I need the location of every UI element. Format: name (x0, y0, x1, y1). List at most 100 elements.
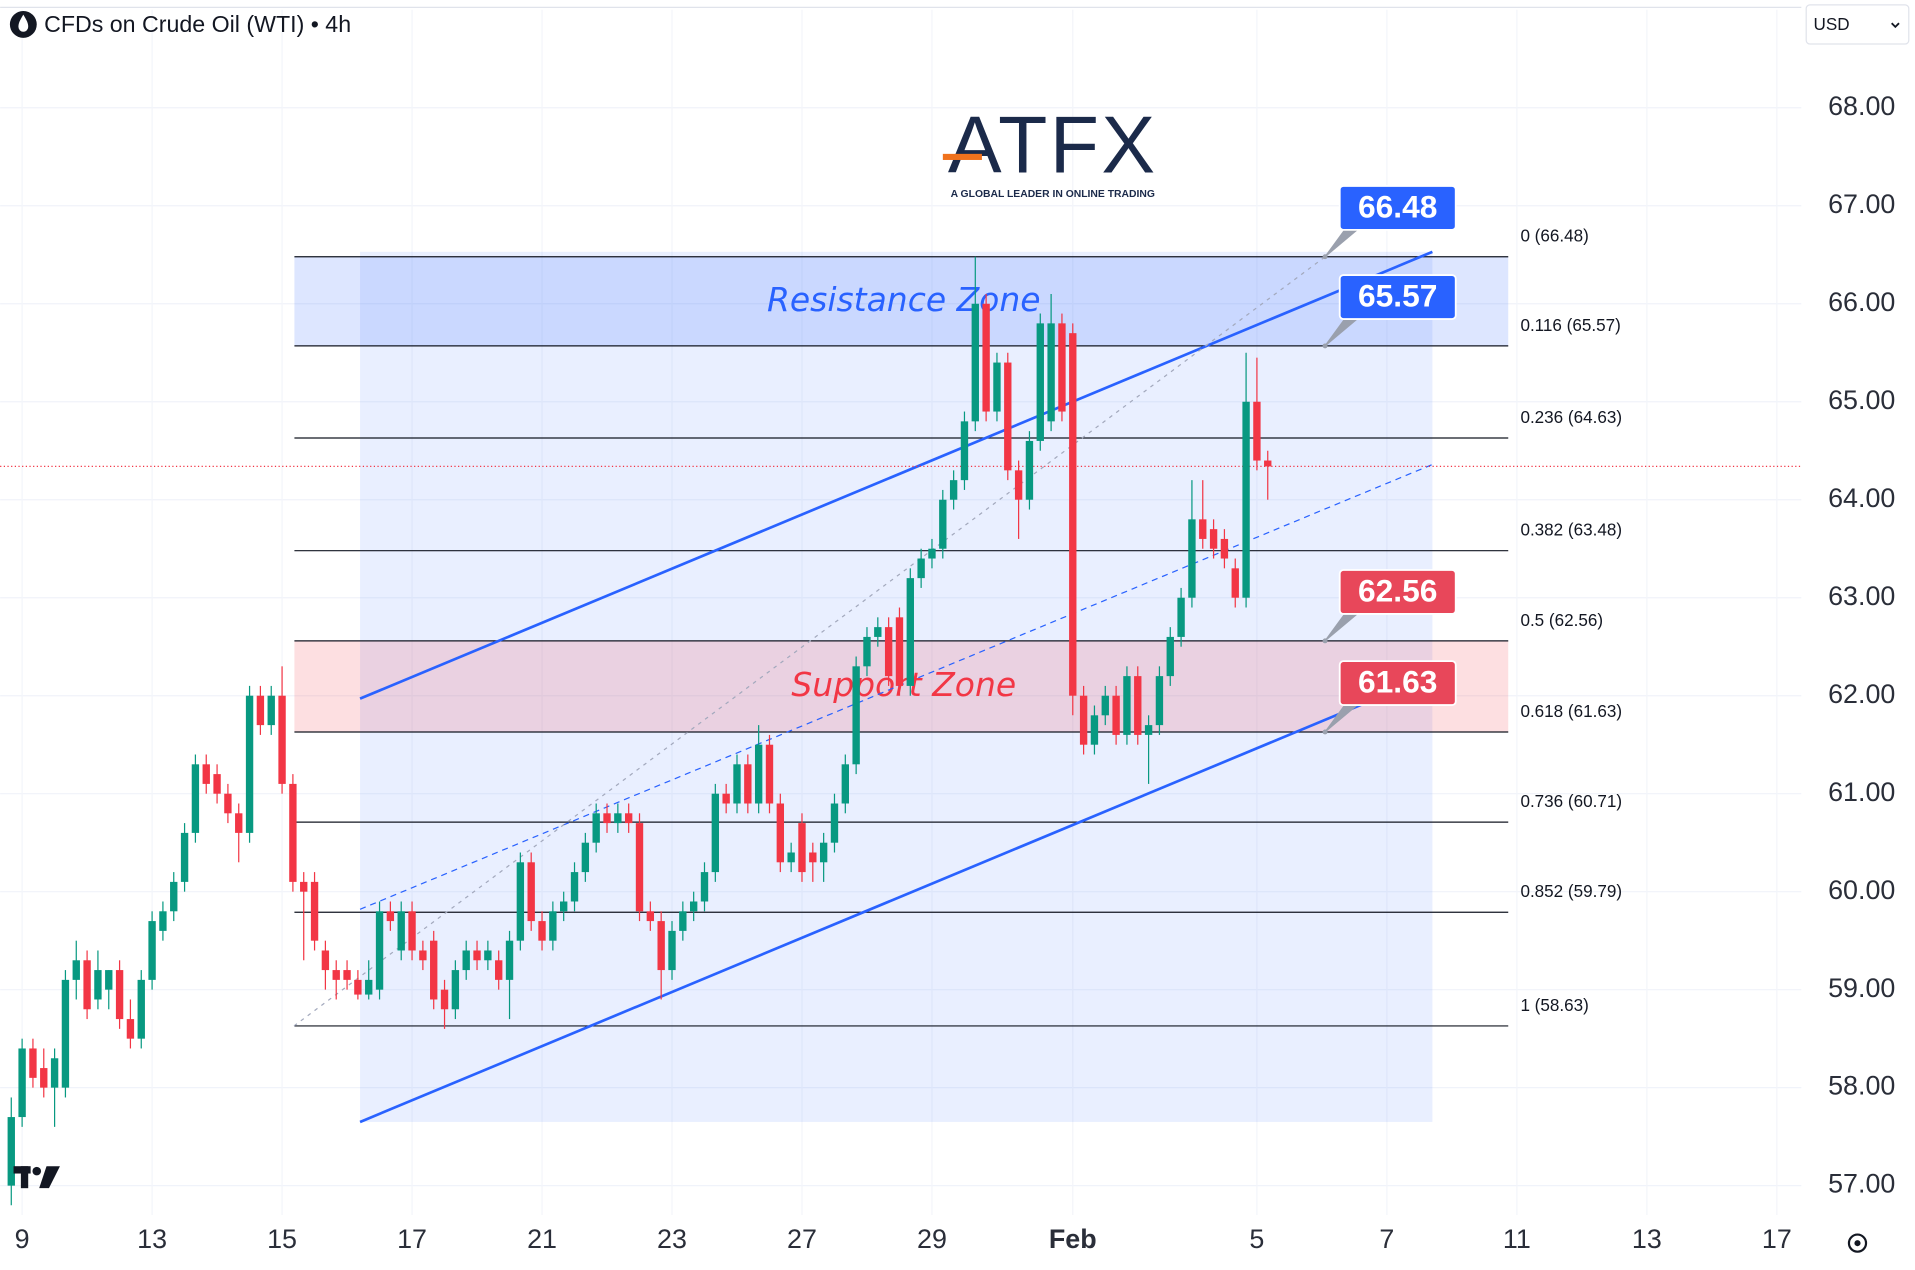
candle-body (224, 793, 232, 814)
x-tick-label: 9 (15, 1224, 30, 1254)
candle-body (711, 793, 720, 873)
candle-body (798, 823, 806, 873)
candle-body (657, 921, 665, 971)
candle-body (18, 1048, 26, 1118)
candle-body (495, 960, 503, 980)
settings-icon[interactable] (1847, 1233, 1868, 1253)
candle-body (1231, 568, 1239, 598)
candle-body (397, 911, 405, 951)
candle-body (646, 911, 655, 922)
candle-body (776, 803, 785, 863)
candles-layer (7, 256, 1272, 1206)
currency-dropdown[interactable] (1805, 4, 1910, 45)
y-tick-label: 67.00 (1828, 189, 1895, 219)
candle-body (1058, 323, 1066, 412)
candle-body (115, 970, 124, 1020)
candle-body (137, 979, 145, 1039)
candle-body (700, 872, 709, 902)
candle-body (354, 979, 362, 995)
tv-logo (13, 1166, 60, 1189)
candle-body (874, 627, 882, 637)
candle-body (1209, 529, 1218, 549)
callout-anchor (1322, 729, 1328, 735)
candle-body (1047, 323, 1055, 422)
candle-body (40, 1068, 48, 1088)
candle-body (1112, 695, 1120, 735)
lines-layer: 0 (66.48) 0.116 (65.57) 0.236 (64.63) 0.382… (0, 227, 1802, 1124)
trendline (359, 250, 1433, 700)
y-tick-label: 57.00 (1828, 1169, 1895, 1199)
candle-body (419, 950, 427, 961)
fib-label: 0.852 (59.79) (1520, 882, 1622, 901)
candle-body (1264, 460, 1272, 467)
candle-body (1220, 538, 1229, 559)
candle-body (830, 803, 839, 843)
currency-label[interactable]: USD (1814, 15, 1850, 34)
symbol-title[interactable]: CFDs on Crude Oil (WTI) • 4h (44, 11, 351, 37)
candle-body (1199, 519, 1207, 539)
candle-body (1025, 440, 1034, 500)
candle-body (1177, 597, 1185, 637)
candle-body (321, 950, 330, 971)
candle-body (1166, 636, 1174, 677)
candle-body (170, 881, 178, 912)
callout-label: 61.63 (1358, 664, 1437, 700)
candle-body (278, 695, 286, 784)
candle-body (386, 911, 395, 922)
candle-body (863, 636, 871, 667)
candle-body (72, 960, 80, 980)
candle-body (754, 744, 763, 804)
y-tick-label: 60.00 (1828, 875, 1895, 905)
candle-body (1079, 695, 1088, 745)
fib-label: 0.5 (62.56) (1520, 611, 1603, 630)
candle-body (560, 901, 568, 912)
callout-label: 65.57 (1358, 278, 1437, 314)
y-tick-label: 68.00 (1828, 91, 1895, 121)
candle-body (191, 764, 200, 833)
fib-label: 0.236 (64.63) (1520, 408, 1622, 427)
dropdown-arrow (1891, 22, 1900, 29)
fib-label: 1 (58.63) (1520, 996, 1588, 1015)
candle-body (679, 911, 687, 931)
candle-body (235, 813, 243, 833)
x-tick-label: 21 (527, 1224, 557, 1254)
candle-body (1155, 676, 1164, 726)
candle-body (928, 548, 936, 559)
candle-body (300, 881, 308, 892)
x-tick-label: 17 (1762, 1224, 1792, 1254)
candle-body (1253, 401, 1261, 461)
callout-anchor (1322, 343, 1328, 349)
trendline (359, 673, 1433, 1124)
y-tick-label: 62.00 (1828, 679, 1895, 709)
candle-body (126, 1019, 135, 1039)
x-tick-label: 5 (1249, 1224, 1264, 1254)
candle-body (332, 970, 340, 980)
x-tick-label: 23 (657, 1224, 687, 1254)
y-tick-label: 65.00 (1828, 385, 1895, 415)
candle-body (408, 911, 416, 951)
candle-body (50, 1058, 59, 1088)
candle-body (430, 940, 438, 1000)
candle-body (451, 970, 460, 1010)
candle-body (538, 921, 546, 941)
candle-body (635, 823, 644, 912)
callout-anchor (1322, 638, 1328, 644)
candle-body (289, 783, 297, 882)
candle-body (993, 362, 1001, 412)
candle-body (516, 862, 525, 941)
candle-body (310, 881, 319, 941)
candle-body (29, 1048, 37, 1078)
x-tick-label: 13 (137, 1224, 167, 1254)
trendline (359, 463, 1433, 910)
x-tick-label: 7 (1379, 1224, 1394, 1254)
candle-body (440, 989, 449, 1010)
fib-label: 0 (66.48) (1520, 227, 1588, 246)
candle-body (462, 950, 470, 971)
candle-body (841, 764, 849, 804)
candle-body (549, 911, 557, 941)
candle-body (1004, 362, 1012, 471)
y-tick-label: 64.00 (1828, 483, 1895, 513)
candle-body (202, 764, 210, 784)
